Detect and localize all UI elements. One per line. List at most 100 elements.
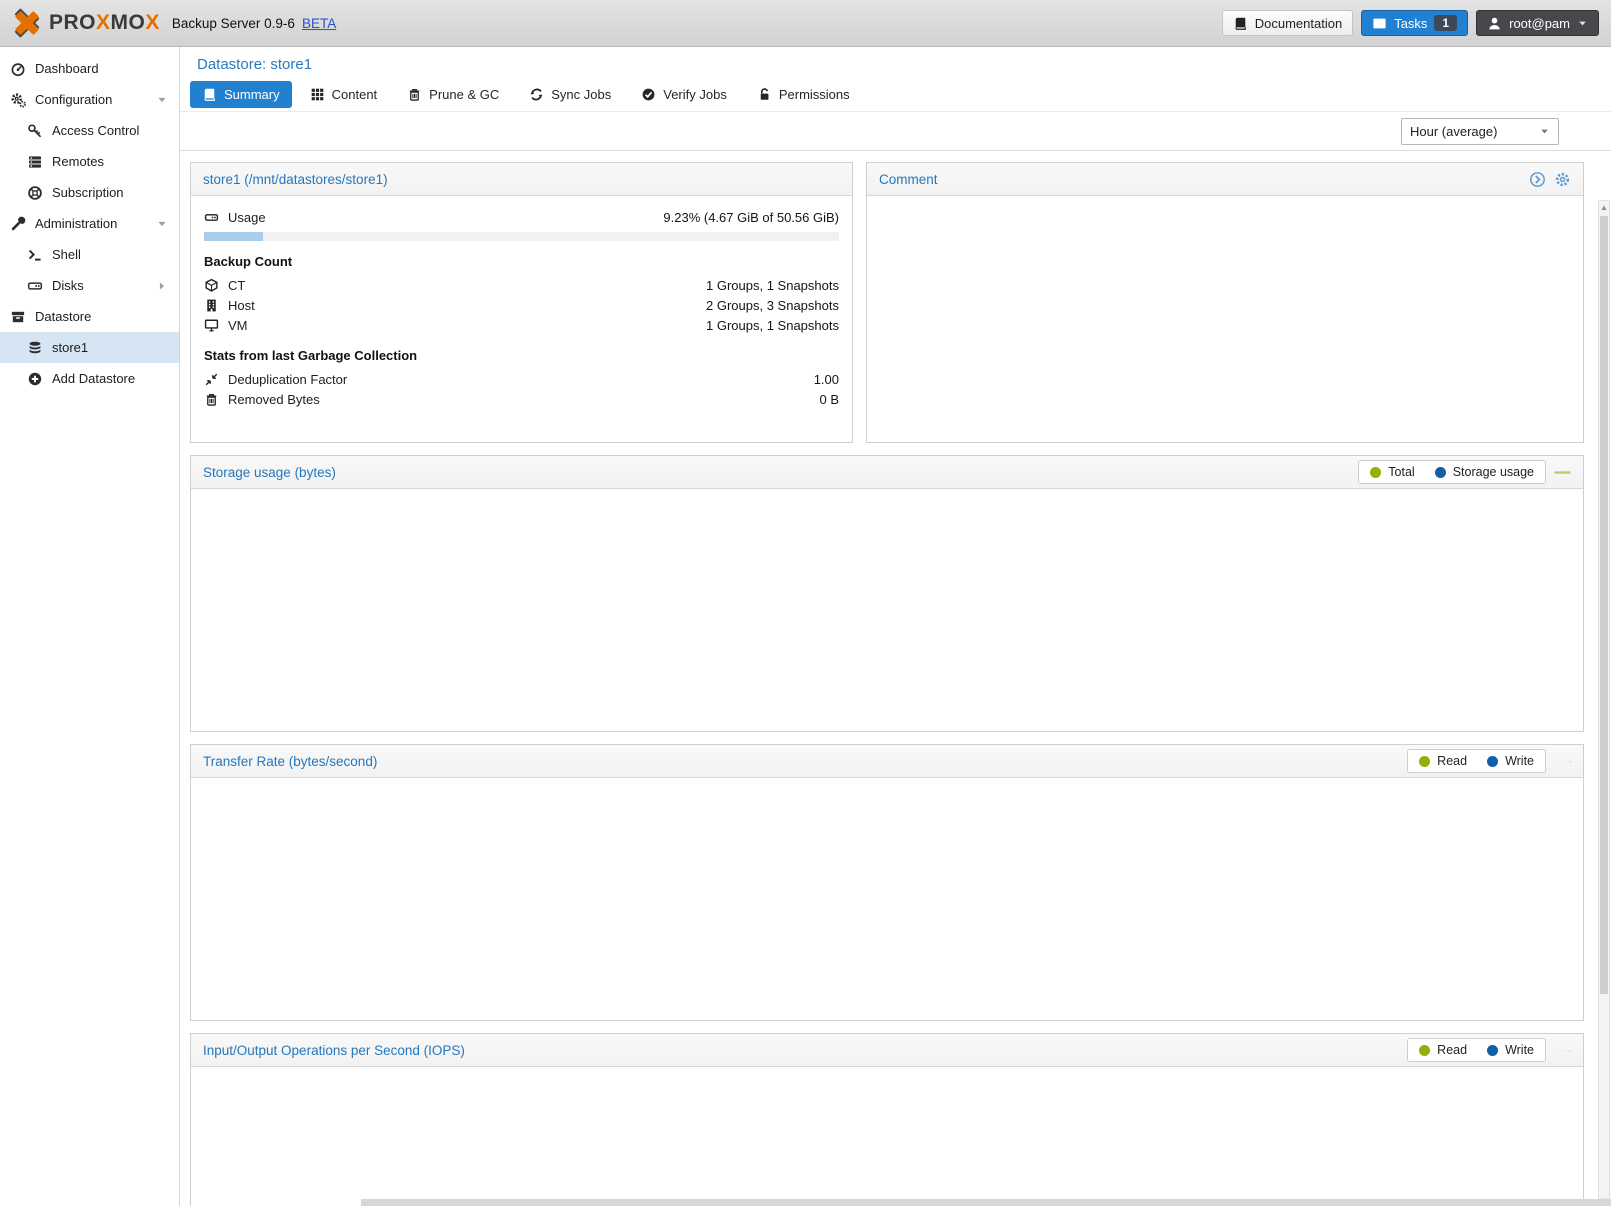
sidebar-item-dashboard[interactable]: Dashboard <box>0 53 179 84</box>
stat-label: CT <box>228 277 246 293</box>
tab-verify-jobs[interactable]: Verify Jobs <box>629 81 739 108</box>
sidebar-item-shell[interactable]: Shell <box>0 239 179 270</box>
expand-circle-icon[interactable] <box>1529 171 1546 188</box>
chevron-down-icon <box>1539 126 1550 137</box>
sidebar-item-store1[interactable]: store1 <box>0 332 179 363</box>
sync-icon <box>529 87 544 102</box>
legend-label: Read <box>1437 754 1468 768</box>
caret-right-icon <box>154 280 170 292</box>
legend-item-read: Read <box>1419 754 1467 768</box>
sidebar-item-subscription[interactable]: Subscription <box>0 177 179 208</box>
desktop-icon <box>204 318 219 333</box>
datastore-stats-sections: Backup Count CT 1 Groups, 1 Snapshots Host 2… <box>204 254 839 409</box>
brand-wordmark: PROXMOX <box>49 11 160 35</box>
sidebar-item-label: Datastore <box>35 309 92 324</box>
sidebar-item-label: Add Datastore <box>52 371 136 386</box>
sidebar-item-label: Dashboard <box>35 61 99 76</box>
unlock-icon <box>757 87 772 102</box>
vertical-scrollbar[interactable]: ▲ <box>1598 200 1610 1199</box>
transfer-rate-chart-title: Transfer Rate (bytes/second) <box>203 753 378 769</box>
storage-usage-chart <box>191 489 1579 731</box>
scroll-up-arrow[interactable]: ▲ <box>1600 203 1608 212</box>
hdd-icon <box>204 210 219 225</box>
stat-value: 1 Groups, 1 Snapshots <box>706 277 839 293</box>
tab-sync-jobs[interactable]: Sync Jobs <box>517 81 623 108</box>
usage-progress-bar <box>204 232 839 241</box>
svg-text:1.5 M: 1.5 M <box>1554 759 1555 760</box>
time-range-select[interactable]: Hour (average) <box>1401 117 1559 145</box>
transfer-rate-legend: Read Write <box>1407 749 1546 773</box>
tab-label: Prune & GC <box>429 87 500 102</box>
stat-label: Host <box>228 297 255 313</box>
compress-icon <box>204 372 219 387</box>
brand-letter: X <box>96 11 111 34</box>
box-icon <box>10 309 26 325</box>
svg-text:1 M: 1 M <box>1554 760 1555 761</box>
svg-text:2 M: 2 M <box>1554 759 1555 760</box>
legend-dot <box>1487 1044 1499 1056</box>
gauge-icon <box>10 61 26 77</box>
tab-prune-gc[interactable]: Prune & GC <box>395 81 511 108</box>
tab-label: Summary <box>224 87 280 102</box>
datastore-summary-panel: store1 (/mnt/datastores/store1) Usage 9.… <box>190 162 853 443</box>
legend-dot <box>1487 755 1499 767</box>
collapse-circle-icon[interactable]: 010 G20 G30 G40 G50 G60 G2020-11-0611:01… <box>1554 464 1571 481</box>
svg-text:30: 30 <box>1554 1049 1555 1050</box>
stat-value: 1 Groups, 1 Snapshots <box>706 317 839 333</box>
documentation-button[interactable]: Documentation <box>1221 10 1354 36</box>
tab-permissions[interactable]: Permissions <box>745 81 862 108</box>
tab-bar: Summary Content Prune & GC Sync Jobs Verify … <box>180 78 1611 112</box>
tasks-button[interactable]: Tasks 1 <box>1361 10 1469 36</box>
caret-down-icon <box>154 94 170 106</box>
sidebar-item-access-control[interactable]: Access Control <box>0 115 179 146</box>
user-menu-button[interactable]: root@pam <box>1476 10 1599 36</box>
collapse-circle-icon[interactable]: 01020304050602020-11-0611:01:002020-11-0… <box>1554 1042 1571 1059</box>
sidebar-item-remotes[interactable]: Remotes <box>0 146 179 177</box>
beta-link[interactable]: BETA <box>301 15 337 31</box>
comment-panel-header: Comment <box>867 163 1583 196</box>
stat-label: Removed Bytes <box>228 391 320 407</box>
main-content: Datastore: store1 Summary Content Prune & … <box>180 47 1611 1206</box>
cogs-icon <box>10 92 26 108</box>
user-icon <box>1487 16 1502 31</box>
comment-panel-body <box>867 196 1583 442</box>
tab-label: Content <box>331 87 378 102</box>
sidebar-item-disks[interactable]: Disks <box>0 270 179 301</box>
terminal-icon <box>27 247 43 263</box>
proxmox-logo: PROXMOX <box>12 8 160 38</box>
collapse-circle-icon[interactable]: 0500 k1 M1.5 M2 M2020-11-0611:01:002020-… <box>1554 753 1571 770</box>
page-title: Datastore: store1 <box>197 56 313 73</box>
sidebar-item-label: Disks <box>52 278 84 293</box>
sidebar-item-label: Administration <box>35 216 118 231</box>
sidebar-item-datastore[interactable]: Datastore <box>0 301 179 332</box>
iops-chart-panel: Input/Output Operations per Second (IOPS… <box>190 1033 1584 1206</box>
tab-content[interactable]: Content <box>298 81 390 108</box>
legend-item-write: Write <box>1487 1043 1534 1057</box>
grid-icon <box>310 87 325 102</box>
user-label: root@pam <box>1509 15 1570 31</box>
sidebar-item-configuration[interactable]: Configuration <box>0 84 179 115</box>
stat-value: 0 B <box>819 391 839 407</box>
datastore-panel-body: Usage 9.23% (4.67 GiB of 50.56 GiB) Back… <box>191 196 852 420</box>
comment-panel-title: Comment <box>879 171 938 187</box>
scrollbar-thumb[interactable] <box>1600 216 1608 994</box>
comment-panel: Comment <box>866 162 1584 443</box>
app-header: PROXMOX Backup Server 0.9-6 BETA Documen… <box>0 0 1611 47</box>
legend-label: Read <box>1437 1043 1468 1057</box>
task-list-icon <box>1372 16 1387 31</box>
tab-label: Verify Jobs <box>663 87 727 102</box>
stat-row-host: Host 2 Groups, 3 Snapshots <box>204 295 839 315</box>
trash-icon <box>204 392 219 407</box>
svg-text:60 G: 60 G <box>1554 470 1555 471</box>
iops-chart <box>191 1067 1579 1206</box>
tab-label: Permissions <box>778 87 850 102</box>
sidebar-item-administration[interactable]: Administration <box>0 208 179 239</box>
time-range-value: Hour (average) <box>1410 123 1498 139</box>
caret-down-icon <box>154 218 170 230</box>
horizontal-scrollbar[interactable] <box>361 1199 1611 1206</box>
storage-usage-chart-panel: Storage usage (bytes) Total Storage usage… <box>190 455 1584 732</box>
stat-row-ct: CT 1 Groups, 1 Snapshots <box>204 275 839 295</box>
gear-icon[interactable] <box>1554 171 1571 188</box>
tab-summary[interactable]: Summary <box>190 81 292 108</box>
sidebar-item-add-datastore[interactable]: Add Datastore <box>0 363 179 394</box>
